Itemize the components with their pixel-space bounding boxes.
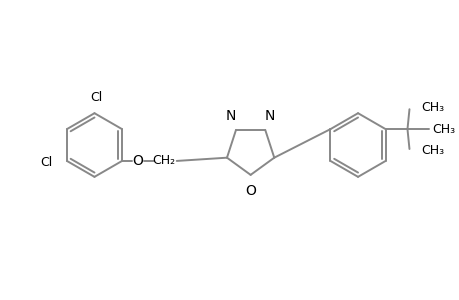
Text: O: O	[132, 154, 143, 168]
Text: Cl: Cl	[90, 91, 102, 104]
Text: CH₃: CH₃	[420, 145, 443, 158]
Text: CH₃: CH₃	[420, 101, 443, 114]
Text: CH₃: CH₃	[431, 123, 454, 136]
Text: Cl: Cl	[41, 156, 53, 170]
Text: CH₂: CH₂	[152, 154, 175, 167]
Text: N: N	[264, 109, 275, 123]
Text: N: N	[225, 109, 236, 123]
Text: O: O	[245, 184, 256, 198]
